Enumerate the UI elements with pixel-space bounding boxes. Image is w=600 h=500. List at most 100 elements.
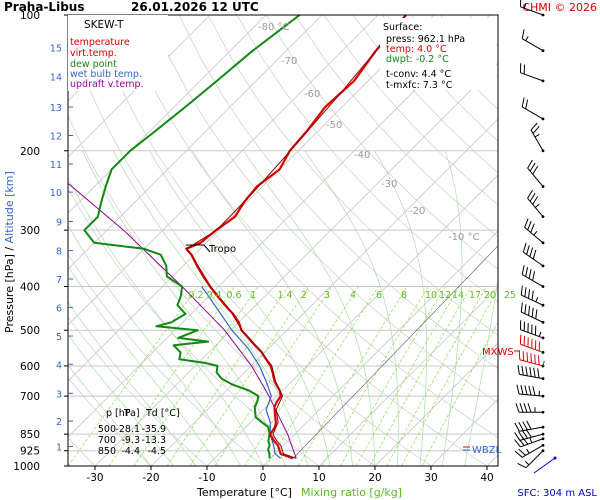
- surface-tmxfc: t-mxfc: 7.3 °C: [386, 80, 453, 91]
- mixing-ratio-label: 25: [504, 290, 516, 301]
- dry-adiabat: [68, 114, 376, 466]
- wind-barb-dot: [541, 117, 545, 121]
- pressure-tick-label: 700: [20, 391, 40, 403]
- wind-barb-feather: [521, 265, 525, 275]
- mixing-ratio-label: 1.4: [277, 290, 292, 301]
- wind-barb-feather: [529, 367, 532, 377]
- wind-barb-staff: [521, 38, 544, 52]
- dry-adiabat: [120, 15, 498, 439]
- surface-elevation: SFC: 304 m ASL: [517, 488, 597, 499]
- moist-adiabat: [68, 224, 241, 466]
- wind-barb-feather: [525, 267, 529, 277]
- wind-barb-feather: [531, 307, 534, 318]
- dry-adiabat: [265, 15, 498, 270]
- pressure-tick-label: 925: [20, 446, 40, 458]
- wind-barb: [518, 350, 545, 368]
- table-header-p: p [hPa]: [106, 408, 140, 419]
- wind-barb-feather: [528, 288, 531, 299]
- wind-barb-feather: [529, 247, 534, 257]
- tropopause-label: Tropo: [208, 244, 236, 255]
- grid: [68, 15, 498, 466]
- wind-barb-dot: [541, 443, 545, 447]
- wind-barb-feather: [532, 386, 536, 396]
- mixing-ratio-line: [108, 286, 236, 466]
- altitude-tick-label: 6: [56, 303, 62, 314]
- dry-adiabat: [68, 28, 432, 466]
- mixing-ratio-label: 8: [401, 290, 407, 301]
- isotherm-label: -30: [381, 179, 397, 190]
- isotherm-line: [94, 62, 498, 466]
- wind-barb-dot: [541, 79, 545, 83]
- wind-barb-feather: [533, 367, 536, 378]
- mixing-ratio-line: [214, 286, 332, 466]
- altitude-axis: 15 14 13 12 11 10 9 8 7 6 5 4 3 2 1: [50, 43, 73, 453]
- mixing-ratio-label: 10: [425, 290, 437, 301]
- temperature-tick-label: 20: [368, 472, 381, 484]
- isotherm-label: -20: [409, 206, 425, 217]
- altitude-tick-label: 3: [56, 389, 62, 400]
- wind-barb-feather: [534, 354, 536, 364]
- pressure-tick-label: 1000: [13, 461, 40, 473]
- wind-barb-feather: [535, 309, 538, 319]
- wind-barb: [514, 420, 545, 432]
- mixing-ratio-line: [68, 286, 199, 466]
- isotherm-line: [150, 118, 498, 466]
- legend-title: SKEW-T: [84, 19, 124, 31]
- lcl-trace-line: [292, 245, 498, 459]
- wind-barb-feather: [532, 249, 537, 260]
- surface-info-box: Surface: press: 962.1 hPa temp: 4.0 °C d…: [380, 18, 496, 91]
- plot-labels: -80 °C -70 -60 -50 -40 -30 -20 -10 °C 0.2 0.4 0.6 1…: [188, 22, 516, 301]
- wind-barb-half-feather: [534, 133, 540, 138]
- wind-barb-feather: [527, 159, 533, 169]
- wind-barb-feather: [520, 285, 523, 296]
- wind-barb-feather: [532, 271, 535, 281]
- temperature-curve: [185, 15, 407, 460]
- wind-barb: [521, 29, 545, 53]
- wind-barb-feather: [519, 403, 524, 413]
- wet-bulb-curve: [201, 286, 282, 459]
- wind-barb: [519, 334, 545, 354]
- wind-barb-feather: [528, 305, 531, 316]
- legend-item-virt-temp: virt.temp.: [70, 48, 117, 59]
- table-cell: -28.1: [115, 424, 140, 435]
- virtual-temperature-curve: [186, 15, 407, 459]
- legend: SKEW-T temperature virt.temp. dew point …: [68, 15, 168, 91]
- isotherm-line: [374, 342, 498, 466]
- wind-barb: [522, 242, 545, 268]
- surface-press: press: 962.1 hPa: [386, 34, 465, 45]
- table-header-td: Td [°C]: [145, 408, 180, 419]
- dew-point-curve: [83, 15, 301, 459]
- altitude-tick-label: 12: [50, 131, 62, 142]
- dry-adiabat: [178, 15, 498, 370]
- wind-barb-feather: [532, 196, 539, 205]
- wind-barb-feather: [514, 439, 521, 448]
- mixing-ratio-label: 0.6: [226, 290, 241, 301]
- mixing-ratio-label: 1: [250, 290, 256, 301]
- wind-barb-staff: [520, 6, 544, 16]
- wind-barb-feather: [518, 350, 521, 360]
- mixing-ratio-label: 0.4: [206, 290, 221, 301]
- temperature-tick-label: 30: [424, 472, 437, 484]
- isotherm-line: [68, 15, 323, 270]
- table-cell: 700: [98, 435, 116, 446]
- table-header-t: T: [123, 408, 130, 419]
- mixing-ratio-label: 14: [452, 290, 464, 301]
- wind-barb-feather: [529, 162, 536, 172]
- wind-barb-feather: [530, 353, 532, 363]
- wind-barb-dot: [541, 336, 545, 340]
- tropopause-marker: Tropo: [186, 244, 236, 255]
- dry-adiabat: [207, 15, 498, 336]
- mixing-ratio-line: [244, 286, 359, 466]
- mixing-ratio-line: [401, 288, 498, 466]
- credit-label: CHMI © 2026: [522, 1, 597, 14]
- wind-barb: [527, 189, 545, 219]
- wind-barb-dot: [541, 264, 545, 268]
- wind-barb-feather: [518, 422, 524, 431]
- mixing-ratio-line: [189, 286, 310, 466]
- wind-barb-feather: [528, 269, 532, 279]
- moist-adiabat: [81, 150, 286, 466]
- wind-barb-feather: [520, 385, 524, 395]
- altitude-tick-label: 13: [50, 103, 62, 114]
- wind-barb-dot: [541, 185, 545, 188]
